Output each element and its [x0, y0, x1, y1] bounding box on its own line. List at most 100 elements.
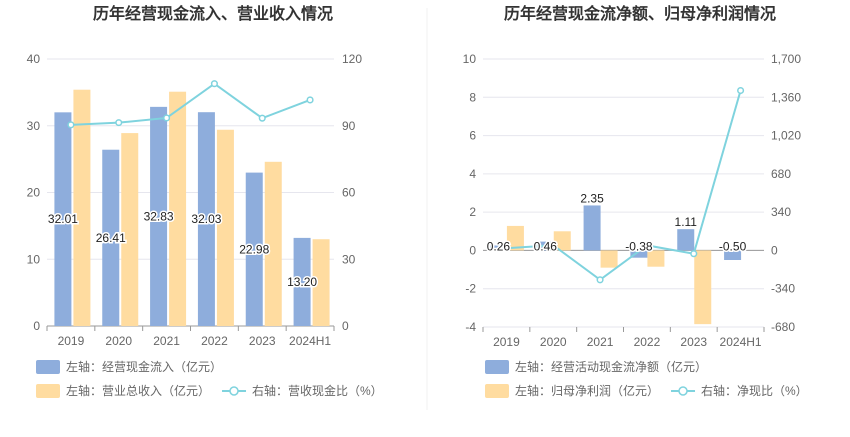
x-axis-label: 2020: [540, 335, 567, 349]
bar-secondary: [73, 89, 91, 326]
right-axis-tick: 1,360: [771, 90, 801, 104]
left-axis-tick: -2: [465, 282, 476, 296]
x-axis-label: 2024H1: [720, 335, 762, 349]
right-axis-tick: 60: [342, 186, 356, 200]
legend-swatch[interactable]: [485, 360, 509, 374]
right-axis-tick: 0: [342, 319, 349, 333]
bar-value-label: 32.83: [144, 209, 174, 223]
right-axis-tick: 0: [771, 243, 778, 257]
bar-value-label: 32.01: [48, 212, 78, 226]
legend-swatch[interactable]: [36, 360, 60, 374]
right-axis-tick: 340: [771, 205, 791, 219]
bar-value-label: 1.11: [675, 215, 698, 229]
bar-value-label: -0.38: [625, 239, 653, 253]
ratio-point: [258, 114, 266, 122]
legend-swatch[interactable]: [36, 384, 60, 398]
ratio-point: [643, 241, 651, 249]
left-axis-tick: 30: [27, 119, 41, 133]
x-axis-label: 2023: [680, 335, 707, 349]
bar-secondary: [694, 250, 712, 325]
netcash-profit-chart: 历年经营现金流净额、归母净利润情况 -4 -2 0 2 4 6 8 10 -680 -340 0 340…: [463, 4, 808, 398]
ratio-point: [549, 241, 557, 249]
x-axis-label: 2019: [58, 334, 85, 348]
left-axis-tick: 20: [27, 186, 41, 200]
bar-primary: [150, 106, 168, 327]
bar-value-label: 0.46: [534, 239, 558, 253]
legend-label[interactable]: 右轴：营收现金比（%）: [252, 383, 383, 398]
legend-line-marker[interactable]: [678, 386, 688, 396]
ratio-point: [737, 86, 745, 95]
x-axis-label: 2021: [153, 334, 180, 348]
ratio-point: [596, 276, 604, 284]
legend-label[interactable]: 左轴：经营活动现金流净额（亿元）: [515, 359, 707, 374]
right-axis-tick: 680: [771, 167, 791, 181]
bar-value-label: 32.03: [191, 212, 221, 226]
chart-title: 历年经营现金流净额、归母净利润情况: [504, 4, 776, 23]
bar-primary: [293, 237, 311, 326]
x-axis-label: 2019: [493, 335, 520, 349]
ratio-point: [306, 96, 314, 104]
legend-line-marker[interactable]: [229, 386, 239, 396]
bar-secondary: [553, 231, 571, 251]
left-axis-tick: 40: [27, 52, 41, 66]
left-axis-tick: 4: [469, 167, 476, 181]
left-axis-tick: -4: [465, 320, 476, 334]
bar-primary: [245, 172, 263, 326]
ratio-point: [115, 119, 123, 127]
left-axis-tick: 10: [463, 52, 477, 66]
x-axis-label: 2020: [105, 334, 132, 348]
bar-value-label: 13.20: [287, 275, 317, 289]
right-axis-tick: -340: [771, 282, 795, 296]
x-axis-label: 2021: [587, 335, 614, 349]
ratio-point: [210, 80, 218, 88]
right-axis-tick: 30: [342, 252, 356, 266]
right-axis-tick: 120: [342, 52, 362, 66]
bar-secondary: [647, 250, 665, 267]
bar-secondary: [169, 91, 187, 327]
ratio-point: [690, 250, 698, 258]
ratio-point: [502, 244, 510, 252]
legend-label[interactable]: 左轴：营业总收入（亿元）: [66, 383, 210, 398]
x-axis-label: 2022: [634, 335, 661, 349]
left-axis-tick: 0: [33, 319, 40, 333]
bar-secondary: [600, 250, 618, 268]
bar-value-label: 22.98: [239, 242, 269, 256]
bar-value-label: 0.26: [487, 239, 511, 253]
x-axis-label: 2024H1: [289, 334, 331, 348]
right-axis-tick: -680: [771, 320, 795, 334]
ratio-point: [67, 121, 75, 129]
bar-primary: [102, 149, 120, 326]
bar-primary: [54, 112, 72, 326]
bar-secondary: [312, 239, 330, 326]
bar-secondary: [264, 161, 282, 326]
bar-primary: [677, 229, 695, 251]
legend-label[interactable]: 左轴：归母净利润（亿元）: [515, 383, 659, 398]
bar-value-label: 26.41: [96, 231, 126, 245]
legend-swatch[interactable]: [485, 384, 509, 398]
x-axis-label: 2022: [201, 334, 228, 348]
bar-value-label: -0.50: [719, 239, 747, 253]
ratio-point: [163, 114, 171, 122]
legend-label[interactable]: 右轴：净现比（%）: [701, 383, 808, 398]
x-axis-label: 2023: [249, 334, 276, 348]
bar-value-label: 2.35: [580, 191, 604, 205]
left-axis-tick: 2: [469, 205, 476, 219]
left-axis-tick: 6: [469, 129, 476, 143]
bar-primary: [489, 245, 507, 251]
bar-primary: [583, 205, 601, 251]
ratio-line: [70, 82, 311, 126]
bar-secondary: [216, 129, 234, 326]
bar-primary: [630, 250, 648, 258]
ratio-line: [506, 90, 742, 282]
right-axis-tick: 90: [342, 119, 356, 133]
bar-primary: [724, 250, 742, 260]
legend-label[interactable]: 左轴：经营现金流入（亿元）: [66, 359, 222, 374]
right-axis-tick: 1,020: [771, 129, 801, 143]
cashflow-revenue-chart: 历年经营现金流入、营业收入情况 0 10 20 30 40 0 30 60 90 120 2019 20…: [27, 4, 383, 398]
left-axis-tick: 0: [469, 243, 476, 257]
bar-secondary: [121, 133, 139, 326]
bar-secondary: [506, 225, 524, 251]
left-axis-tick: 10: [27, 252, 41, 266]
chart-title: 历年经营现金流入、营业收入情况: [93, 4, 333, 23]
